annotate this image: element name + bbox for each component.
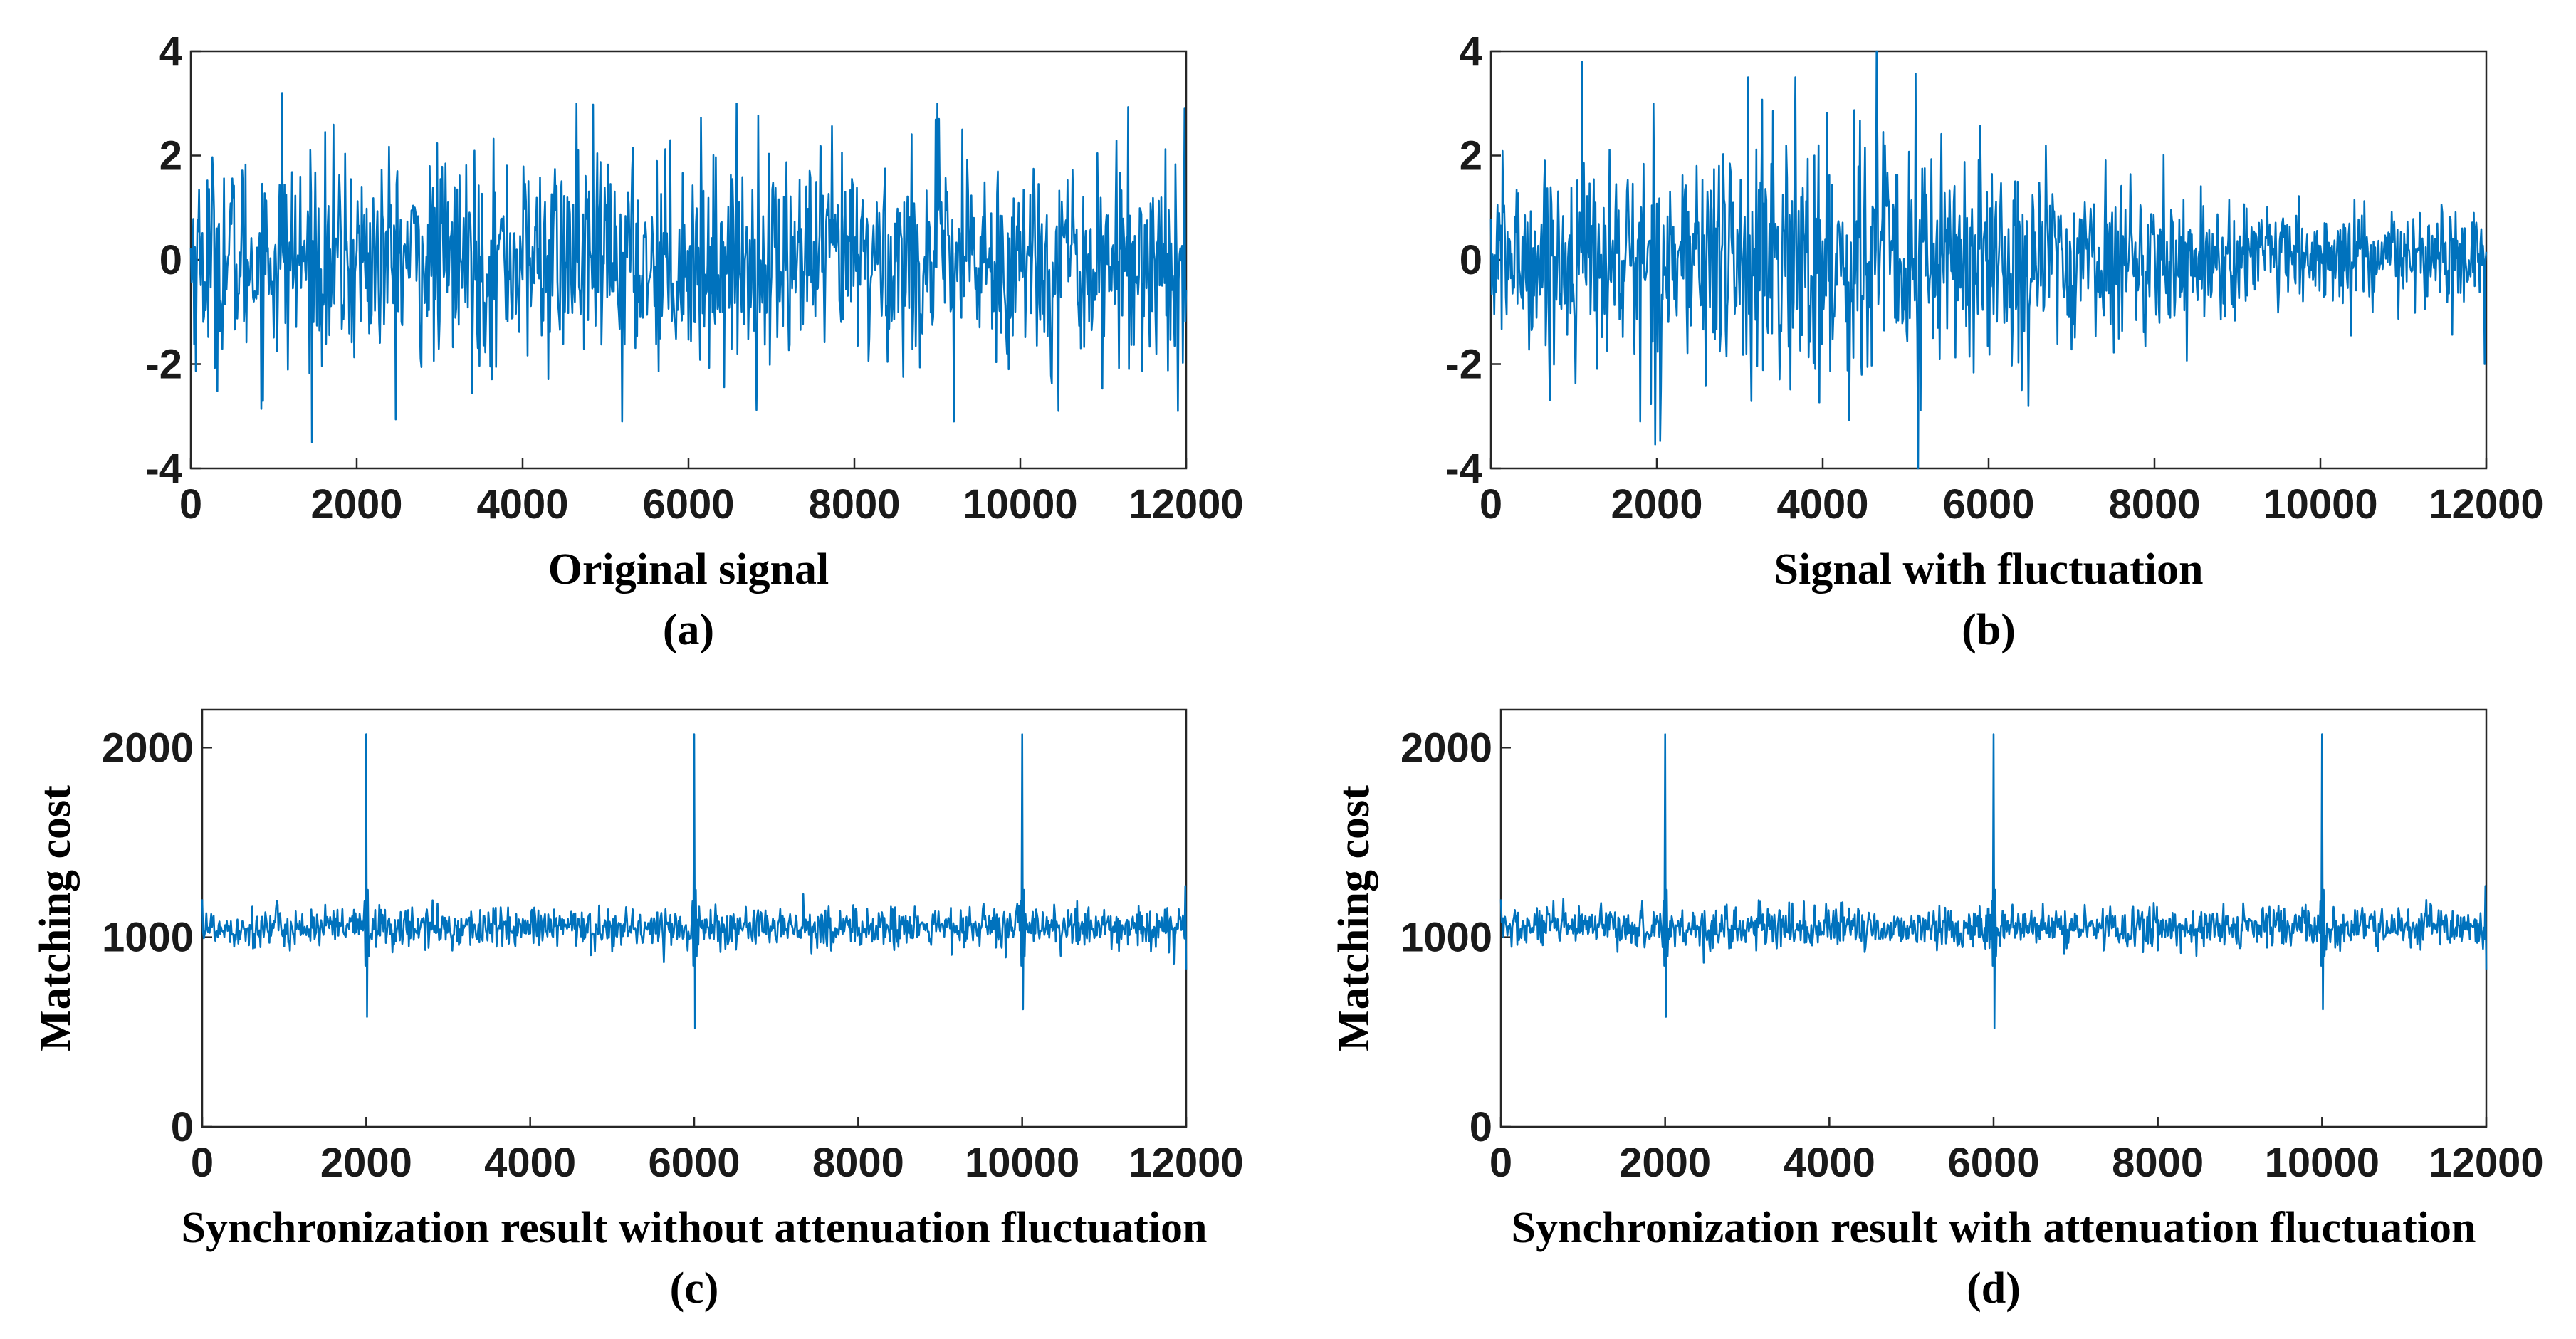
x-axis-label-d: Synchronization result with attenuation … bbox=[1512, 1204, 2476, 1252]
panel-b: 0 2000 4000 6000 8000 10000 12000 -4 -2 0 2 4 Signa… bbox=[1445, 28, 2543, 654]
x-tick-label: 2000 bbox=[1619, 1140, 1711, 1186]
panel-a: 0 2000 4000 6000 8000 10000 12000 -4 -2 0 2 4 Origi… bbox=[145, 28, 1243, 654]
y-tick-label: 0 bbox=[171, 1104, 194, 1150]
panel-label-d: (d) bbox=[1967, 1264, 2021, 1313]
panel-label-c: (c) bbox=[670, 1264, 719, 1313]
y-tick-label: 1000 bbox=[102, 915, 194, 961]
y-axis-label-c: Matching cost bbox=[31, 785, 80, 1051]
y-tick-label: -4 bbox=[145, 446, 182, 492]
y-tick-label: -2 bbox=[145, 342, 182, 388]
x-axis-label-a: Original signal bbox=[548, 545, 829, 594]
x-tick-label: 10000 bbox=[2263, 481, 2377, 527]
x-tick-label: 2000 bbox=[1611, 481, 1702, 527]
x-tick-label: 6000 bbox=[648, 1140, 740, 1186]
x-tick-label: 2000 bbox=[310, 481, 402, 527]
x-tick-label: 4000 bbox=[476, 481, 568, 527]
panel-c: 0 2000 4000 6000 8000 10000 12000 0 1000 2000 Mat… bbox=[31, 708, 1244, 1313]
x-tick-label: 4000 bbox=[484, 1140, 576, 1186]
y-tick-label: 0 bbox=[1460, 237, 1482, 283]
y-tick-label: 2000 bbox=[1400, 725, 1492, 771]
ticks-d: 0 2000 4000 6000 8000 10000 12000 0 1000 2000 bbox=[1400, 725, 2544, 1186]
series-line-matching-cost-d bbox=[1499, 733, 2488, 1029]
ticks-c: 0 2000 4000 6000 8000 10000 12000 0 1000 2000 bbox=[102, 725, 1244, 1186]
x-tick-label: 0 bbox=[179, 481, 202, 527]
x-tick-label: 8000 bbox=[812, 1140, 904, 1186]
x-tick-label: 6000 bbox=[642, 481, 734, 527]
x-tick-label: 4000 bbox=[1776, 481, 1868, 527]
y-tick-label: 4 bbox=[1460, 28, 1482, 75]
panel-label-b: (b) bbox=[1962, 606, 2016, 654]
x-axis-label-c: Synchronization result without attenuati… bbox=[181, 1204, 1207, 1252]
x-tick-label: 0 bbox=[191, 1140, 214, 1186]
x-tick-label: 8000 bbox=[2108, 481, 2200, 527]
x-tick-label: 12000 bbox=[1129, 1140, 1243, 1186]
series-line-matching-cost-c bbox=[201, 733, 1188, 1029]
x-tick-label: 6000 bbox=[1947, 1140, 2039, 1186]
y-tick-label: 2000 bbox=[102, 725, 194, 771]
x-tick-label: 0 bbox=[1489, 1140, 1512, 1186]
x-tick-label: 4000 bbox=[1784, 1140, 1875, 1186]
x-tick-label: 10000 bbox=[965, 1140, 1079, 1186]
series-line-original bbox=[189, 92, 1188, 443]
series-line-fluctuated bbox=[1489, 50, 2488, 470]
ticks-b: 0 2000 4000 6000 8000 10000 12000 -4 -2 0 2 4 bbox=[1445, 28, 2543, 527]
y-tick-label: 4 bbox=[159, 28, 182, 75]
panel-label-a: (a) bbox=[663, 606, 714, 654]
x-axis-label-b: Signal with fluctuation bbox=[1774, 545, 2204, 594]
y-tick-label: 2 bbox=[159, 133, 182, 179]
y-tick-label: 0 bbox=[1470, 1104, 1492, 1150]
x-tick-label: 12000 bbox=[2429, 1140, 2543, 1186]
x-tick-label: 0 bbox=[1480, 481, 1502, 527]
y-tick-label: 2 bbox=[1460, 133, 1482, 179]
y-tick-label: 1000 bbox=[1400, 915, 1492, 961]
x-tick-label: 2000 bbox=[320, 1140, 412, 1186]
x-tick-label: 8000 bbox=[2112, 1140, 2204, 1186]
x-tick-label: 12000 bbox=[1129, 481, 1243, 527]
x-tick-label: 12000 bbox=[2429, 481, 2543, 527]
x-tick-label: 10000 bbox=[2265, 1140, 2379, 1186]
y-tick-label: -2 bbox=[1445, 342, 1482, 388]
y-axis-label-d: Matching cost bbox=[1330, 785, 1378, 1051]
panel-d: 0 2000 4000 6000 8000 10000 12000 0 1000 2000 Mat… bbox=[1330, 708, 2544, 1313]
x-tick-label: 6000 bbox=[1942, 481, 2034, 527]
x-tick-label: 10000 bbox=[963, 481, 1077, 527]
y-tick-label: -4 bbox=[1445, 446, 1482, 492]
x-tick-label: 8000 bbox=[808, 481, 900, 527]
y-tick-label: 0 bbox=[159, 237, 182, 283]
ticks-a: 0 2000 4000 6000 8000 10000 12000 -4 -2 0 2 4 bbox=[145, 28, 1243, 527]
